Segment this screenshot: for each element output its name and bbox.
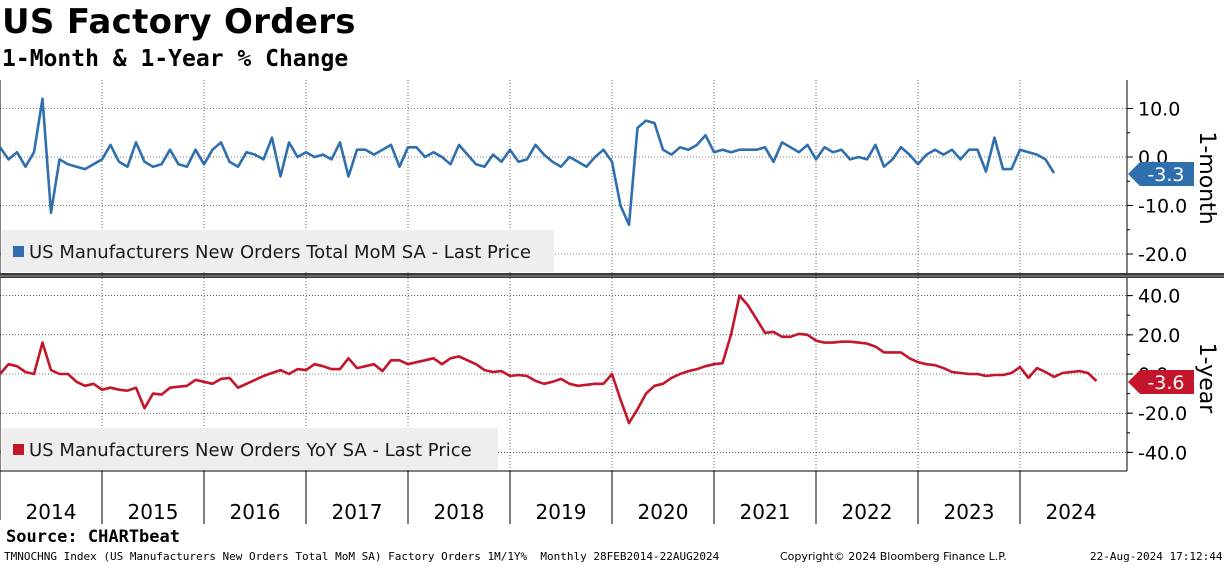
- legend-box: [2, 230, 554, 272]
- legend-swatch: [13, 246, 24, 257]
- grid-layer: [0, 80, 1224, 524]
- legend-label: US Manufacturers New Orders Total MoM SA…: [29, 242, 531, 263]
- chart-title: US Factory Orders: [2, 2, 356, 42]
- legend-layer: US Manufacturers New Orders Total MoM SA…: [2, 230, 554, 470]
- x-tick-label: 2020: [638, 500, 689, 524]
- x-tick-label: 2017: [332, 500, 383, 524]
- x-tick-label: 2018: [434, 500, 485, 524]
- x-tick-label: 2014: [26, 500, 77, 524]
- y-tick-label: -40.0: [1138, 442, 1187, 464]
- legend-box: [2, 428, 498, 470]
- x-tick-label: 2021: [740, 500, 791, 524]
- footer-timestamp: 22-Aug-2024 17:12:44: [1090, 550, 1223, 563]
- last-value-label: -3.3: [1147, 164, 1184, 186]
- mom-series-line: [0, 97, 1056, 227]
- x-tick-label: 2019: [536, 500, 587, 524]
- last-value-label: -3.6: [1147, 372, 1184, 394]
- y-tick-label: 10.0: [1138, 99, 1180, 121]
- panel-axis-label: 1-year: [1194, 343, 1219, 415]
- chart-subtitle: 1-Month & 1-Year % Change: [2, 46, 349, 72]
- last-value-tag: [1128, 162, 1194, 186]
- y-tick-label: -20.0: [1138, 403, 1187, 425]
- legend-swatch: [13, 444, 24, 455]
- y-tick-label: 20.0: [1138, 325, 1180, 347]
- x-tick-label: 2016: [230, 500, 281, 524]
- footer-ticker-info: TMNOCHNG Index (US Manufacturers New Ord…: [4, 550, 720, 563]
- yoy-series-line: [0, 294, 1098, 425]
- x-tick-label: 2022: [842, 500, 893, 524]
- x-tick-label: 2023: [944, 500, 995, 524]
- last-value-tag: [1128, 370, 1194, 394]
- x-tick-label: 2015: [128, 500, 179, 524]
- y-tick-label: -20.0: [1138, 244, 1187, 266]
- source-note: Source: CHARTbeat: [6, 527, 180, 547]
- y-tick-label: 40.0: [1138, 286, 1180, 308]
- panel-axis-label: 1-month: [1194, 131, 1219, 224]
- x-tick-label: 2024: [1046, 500, 1097, 524]
- footer-copyright: Copyright© 2024 Bloomberg Finance L.P.: [780, 550, 1007, 563]
- axis-layer: 2014 2015 2016 2017 2018 2019 2020 2021 2022 2023…: [26, 99, 1219, 525]
- legend-label: US Manufacturers New Orders YoY SA - Las…: [29, 440, 472, 461]
- y-tick-label: -10.0: [1138, 196, 1187, 218]
- line-layer: [0, 97, 1098, 425]
